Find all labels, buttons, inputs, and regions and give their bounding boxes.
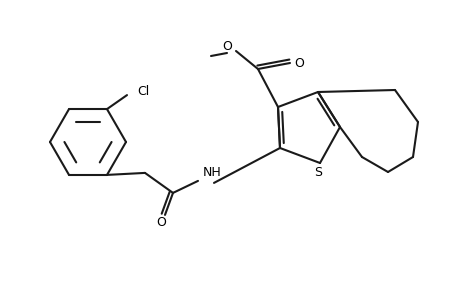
Text: O: O: [156, 216, 166, 230]
Text: S: S: [313, 166, 321, 178]
Text: NH: NH: [202, 167, 221, 179]
Text: O: O: [222, 40, 231, 52]
Text: O: O: [293, 56, 303, 70]
Text: Cl: Cl: [137, 85, 149, 98]
